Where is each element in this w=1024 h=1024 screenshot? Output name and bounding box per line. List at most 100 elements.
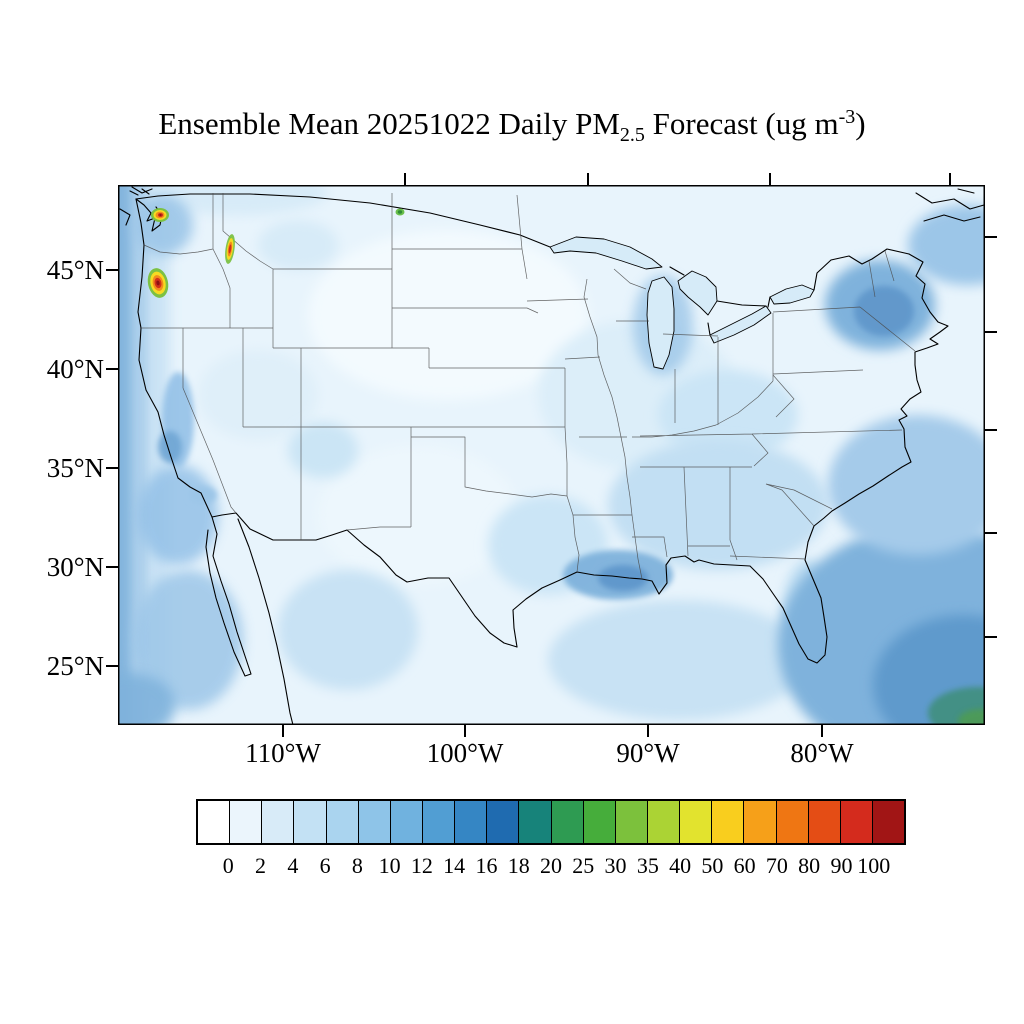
x-axis-tick <box>464 725 466 737</box>
hotspots <box>147 208 405 298</box>
y-axis-tick <box>106 269 118 271</box>
colorbar-cell <box>422 801 456 843</box>
pm-subscript: 2.5 <box>619 124 645 146</box>
top-axis-tick <box>404 173 406 185</box>
hotspot-northern-plains-spot <box>395 208 405 216</box>
colorbar-cell <box>358 801 391 843</box>
contour-shade <box>118 673 175 725</box>
colorbar-tick-label: 0 <box>222 853 234 878</box>
colorbar-tick-label: 40 <box>669 853 692 878</box>
colorbar-cell <box>487 801 520 843</box>
lake-ontario <box>769 284 815 305</box>
colorbar-tick-label: 6 <box>319 853 331 878</box>
right-axis-tick <box>985 429 997 431</box>
contour-shade <box>318 445 518 585</box>
lake-erie <box>709 305 772 344</box>
y-axis-label: 30°N <box>46 552 104 582</box>
colorbar-tick-label: 25 <box>572 853 595 878</box>
colorbar-cell <box>744 801 777 843</box>
state-borders-east <box>613 250 916 561</box>
contour-shade <box>854 286 914 336</box>
gulf-atlantic-coastline <box>512 253 949 664</box>
colorbar-cell <box>840 801 873 843</box>
pacific-coastline <box>135 198 213 518</box>
contour-shade <box>258 220 338 270</box>
x-axis-tick <box>282 725 284 737</box>
map-graphic <box>118 185 985 725</box>
colorbar-cell <box>872 801 905 843</box>
colorbar-tick-label: 8 <box>351 853 363 878</box>
y-axis-tick <box>106 368 118 370</box>
colorbar-tick-label: 12 <box>410 853 433 878</box>
x-axis-label: 90°W <box>616 738 680 768</box>
colorbar-cell <box>776 801 809 843</box>
lake-superior <box>549 236 663 270</box>
colorbar-cell <box>230 801 263 843</box>
y-axis-tick <box>106 665 118 667</box>
map-svg <box>118 185 985 725</box>
mexico-border <box>211 512 518 648</box>
colorbar-cell <box>808 801 841 843</box>
colorbar-tick-label: 100 <box>857 853 891 878</box>
colorbar-cell <box>680 801 713 843</box>
y-axis-label: 35°N <box>46 453 104 483</box>
colorbar-cells <box>198 801 905 843</box>
colorbar-tick-label: 50 <box>701 853 724 878</box>
x-axis-tick <box>647 725 649 737</box>
colorbar-cell <box>326 801 359 843</box>
coastline <box>119 186 985 725</box>
great-lakes <box>549 236 815 370</box>
plot-title-middle: Forecast (ug m <box>644 106 839 141</box>
plot-title-suffix: ) <box>855 106 866 141</box>
lake-michigan <box>646 276 675 370</box>
exponent-superscript: -3 <box>838 106 856 128</box>
colorbar-tick-label: 80 <box>798 853 821 878</box>
contour-shade <box>288 422 358 478</box>
contour-shading <box>118 185 985 725</box>
contour-shade <box>658 370 798 460</box>
colorbar-cell <box>198 801 231 843</box>
hotspot-willamette-valley <box>147 268 169 298</box>
hotspot-core <box>159 214 162 216</box>
plot-title-prefix: Ensemble Mean 20251022 Daily PM <box>158 106 620 141</box>
colorbar-tick-label: 2 <box>255 853 267 878</box>
colorbar-tick-label: 18 <box>507 853 530 878</box>
top-axis-tick <box>949 173 951 185</box>
colorbar-tick-label: 16 <box>475 853 498 878</box>
colorbar-tick-label: 60 <box>733 853 756 878</box>
top-axis-tick <box>769 173 771 185</box>
contour-shade <box>198 350 318 440</box>
contour-shade <box>548 600 808 720</box>
hotspot-core <box>397 210 403 214</box>
contour-shade <box>958 709 985 725</box>
right-axis-tick <box>985 236 997 238</box>
hotspot-puget-sound <box>151 208 169 222</box>
colorbar <box>196 799 906 845</box>
colorbar-tick-label: 10 <box>378 853 401 878</box>
contour-shade <box>908 205 985 285</box>
baja-california-coastline <box>205 516 294 725</box>
contour-shade <box>278 570 418 690</box>
contour-shade <box>148 185 328 215</box>
canada-border <box>135 193 910 336</box>
colorbar-tick-label: 70 <box>765 853 788 878</box>
colorbar-cell <box>294 801 327 843</box>
state-borders-central <box>346 194 632 573</box>
colorbar-labels: 0 2 4 6 8 10 12 14 16 18 20 25 30 35 40 50 60 70 80 90 100 <box>196 853 906 881</box>
colorbar-cell <box>455 801 488 843</box>
mississippi-river-borders <box>583 278 643 580</box>
colorbar-tick-label: 4 <box>287 853 299 878</box>
right-axis-tick <box>985 636 997 638</box>
contour-shade <box>308 230 588 400</box>
top-axis-tick <box>587 173 589 185</box>
lake-huron <box>677 270 718 316</box>
y-axis-tick <box>106 467 118 469</box>
colorbar-cell <box>583 801 616 843</box>
right-axis-tick <box>985 532 997 534</box>
contour-shade <box>158 431 182 463</box>
x-axis-label: 100°W <box>426 738 504 768</box>
hotspot-core <box>156 280 160 286</box>
y-axis-label: 40°N <box>46 354 104 384</box>
colorbar-tick-label: 30 <box>604 853 627 878</box>
